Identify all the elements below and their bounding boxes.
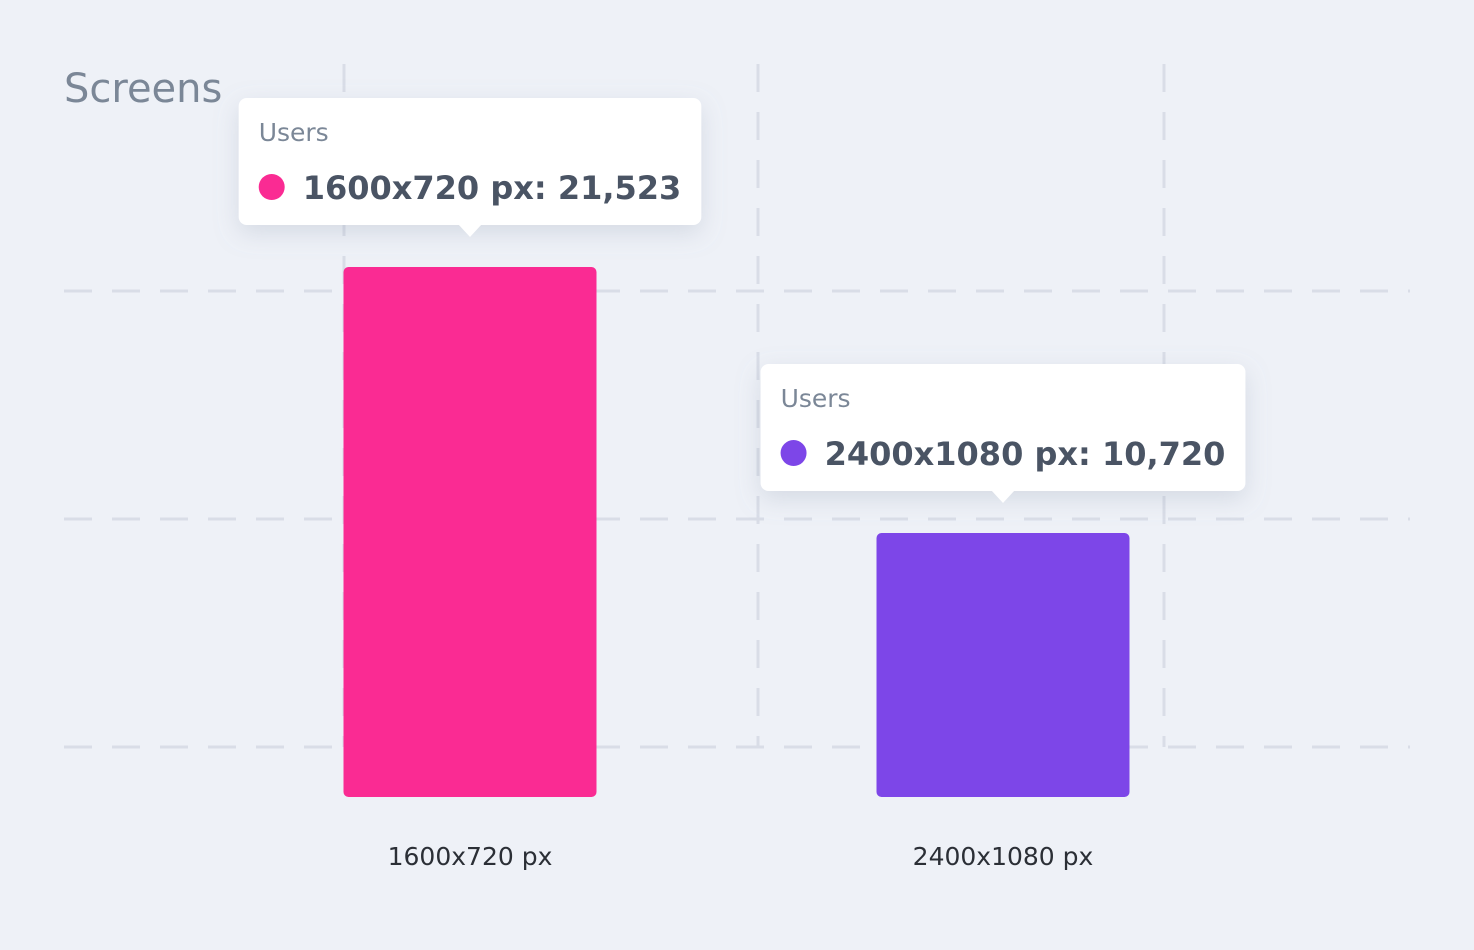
tooltip-title: Users bbox=[781, 384, 851, 413]
x-tick-label: 1600x720 px bbox=[388, 842, 553, 871]
chart-title: Screens bbox=[64, 66, 222, 112]
x-tick-label: 2400x1080 px bbox=[913, 842, 1094, 871]
tooltip: Users 2400x1080 px: 10,720 bbox=[760, 364, 1246, 504]
tooltip-title: Users bbox=[259, 118, 329, 147]
tooltip-value: 1600x720 px: 21,523 bbox=[303, 169, 682, 207]
tooltip-box bbox=[760, 364, 1246, 492]
legend-marker bbox=[258, 173, 285, 200]
tooltip: Users 1600x720 px: 21,523 bbox=[238, 97, 702, 237]
bar bbox=[343, 266, 597, 798]
tooltip-pointer bbox=[458, 223, 482, 237]
legend-marker bbox=[780, 440, 807, 467]
tooltip-value: 2400x1080 px: 10,720 bbox=[825, 435, 1226, 473]
tooltip-box bbox=[238, 97, 702, 225]
bar bbox=[876, 533, 1130, 797]
tooltip-pointer bbox=[991, 490, 1015, 504]
